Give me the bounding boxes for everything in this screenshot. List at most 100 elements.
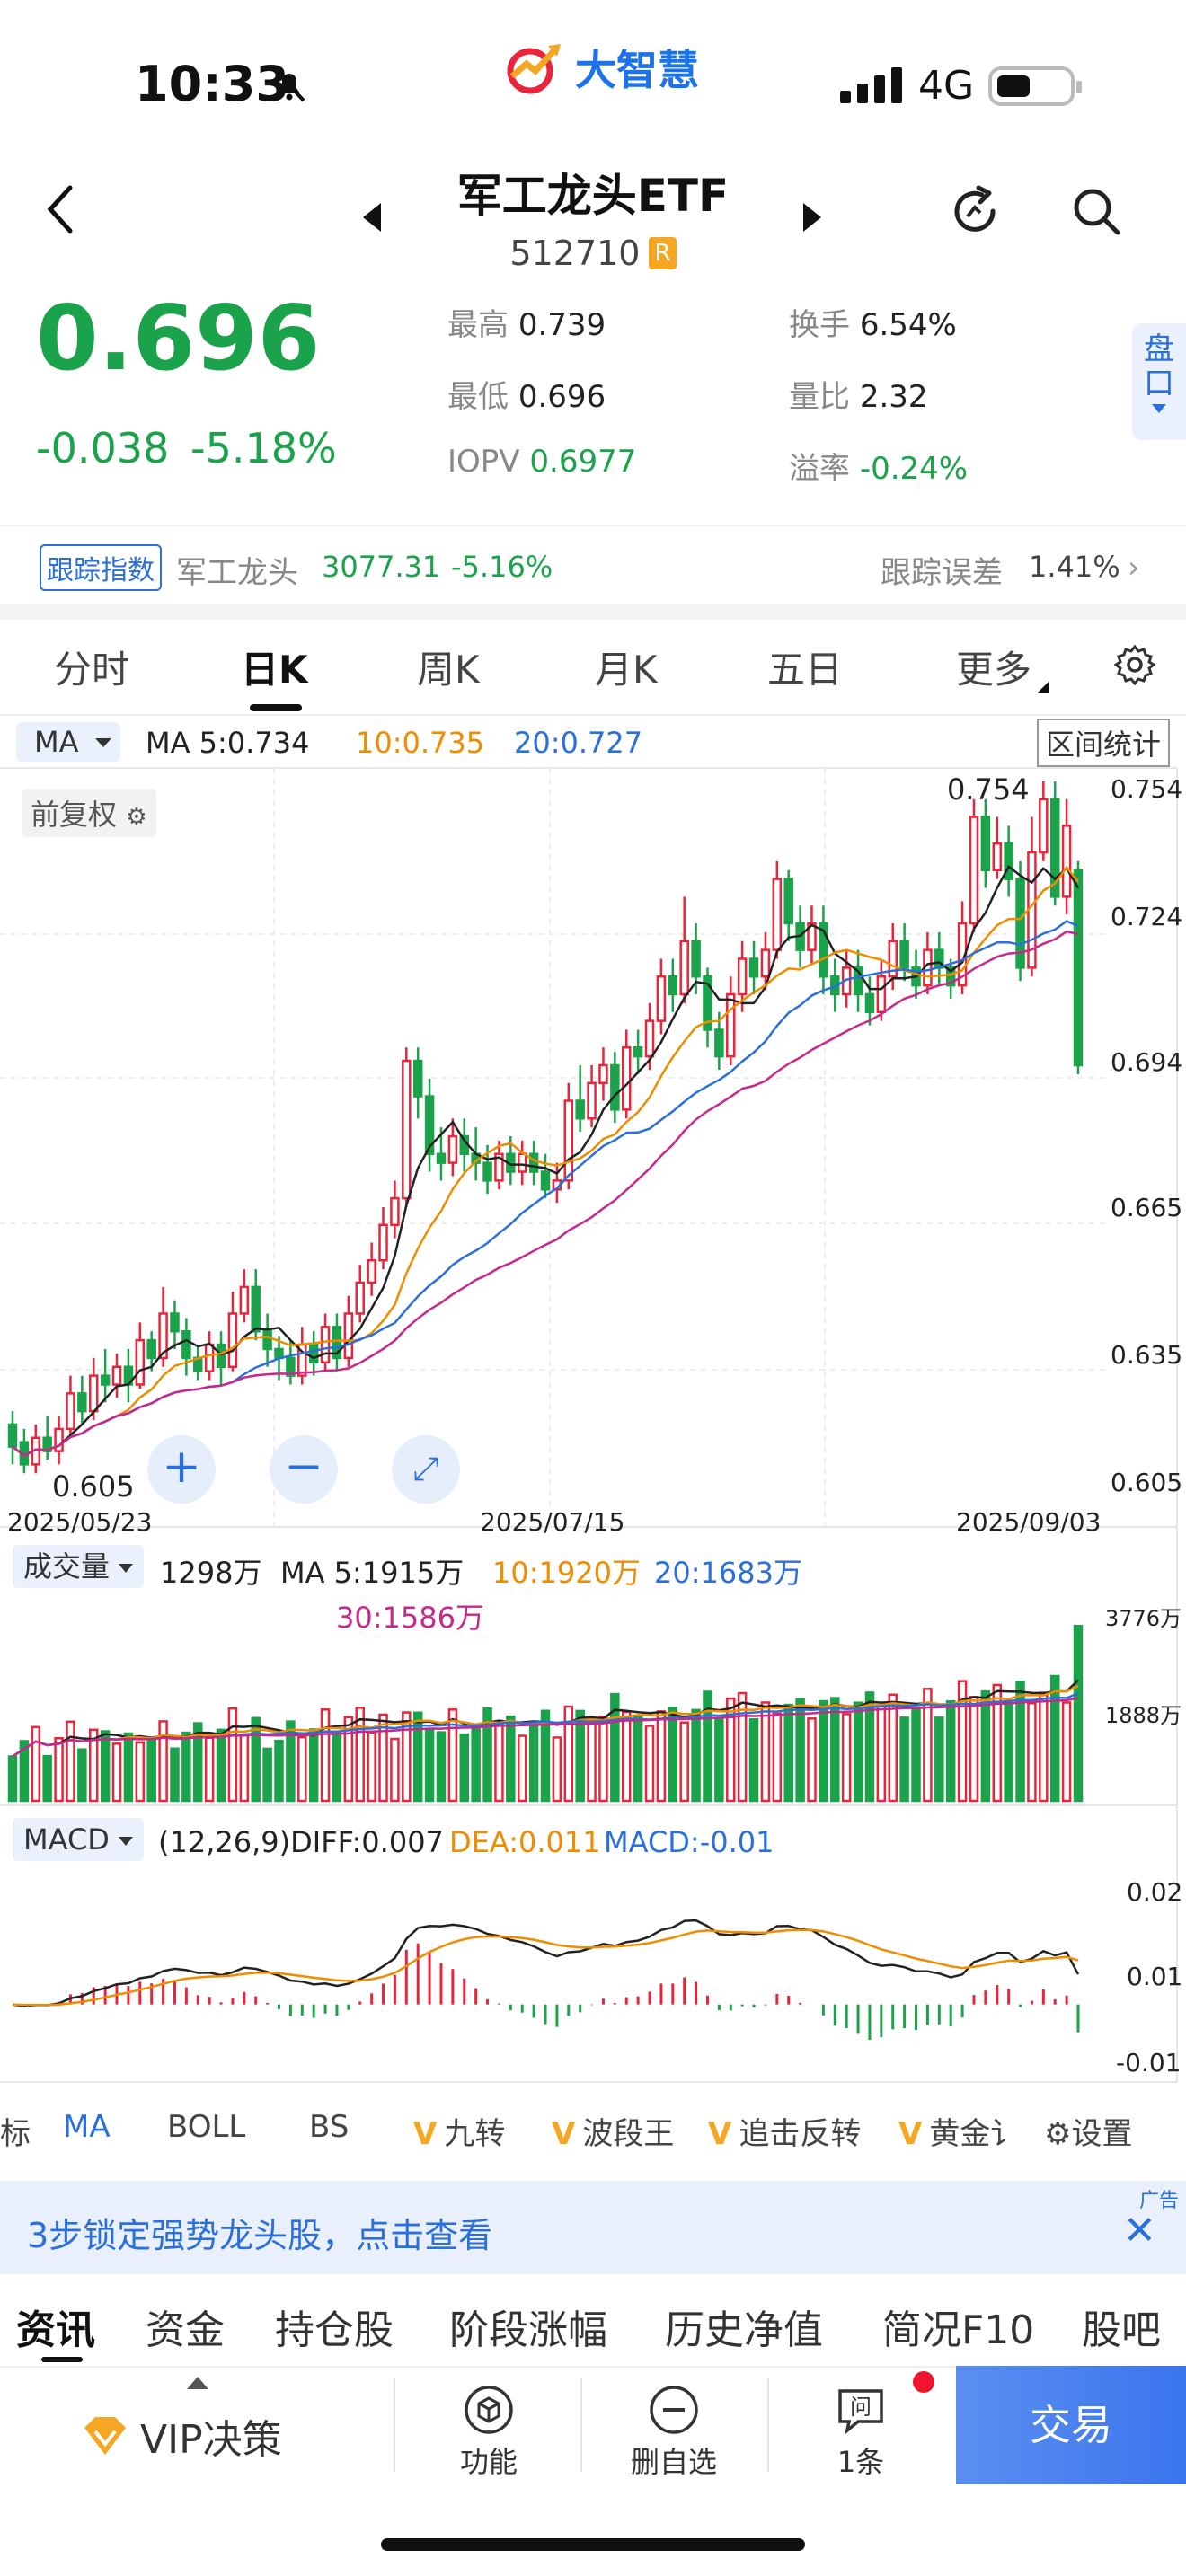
x-date: 2025/07/15 [480,1507,625,1537]
volume-bar [748,1718,759,1803]
stat-volume-ratio: 量比 2.32 [789,379,928,415]
ad-tag: 广告 [1139,2190,1180,2212]
volume-bar [1004,1701,1013,1803]
candle-body [100,1374,111,1386]
volume-bar [146,1736,156,1803]
indicator-tab-boduan[interactable]: V 波段王 [552,2116,675,2152]
tab-five-day[interactable]: 五日 [767,648,844,692]
volume-bar [691,1708,701,1803]
caret-up-icon[interactable] [187,2377,208,2389]
volume-bar [992,1683,1003,1803]
volume-bar [563,1705,574,1803]
candle-body [1061,825,1072,898]
volume-bar [1073,1625,1084,1803]
indicator-tab-zhuiji[interactable]: V 追击反转 [708,2116,862,2152]
volume-bar [482,1707,492,1803]
indicator-settings[interactable]: ⚙设置 [1044,2116,1133,2152]
refresh-icon[interactable] [948,184,1002,242]
content-tab-nav-history[interactable]: 历史净值 [665,2307,823,2353]
volume-bar [980,1689,991,1803]
divider [767,2378,769,2472]
app-logo-text: 大智慧 [575,46,699,94]
ma5-value: MA 5:0.734 [146,726,310,760]
candle-body [332,1326,342,1360]
candle-body [274,1347,284,1360]
adjust-button[interactable]: 前复权 ⚙ [22,789,156,837]
volume-bar [830,1697,840,1803]
candle-body [343,1312,354,1360]
divider [580,2378,582,2472]
indicator-tab-jiuzhuan[interactable]: V 九转 [413,2116,506,2152]
ma-select[interactable]: MA [16,722,120,762]
volume-bar [54,1737,64,1803]
tab-daily-k[interactable]: 日K [241,648,308,692]
volume-bar [42,1754,52,1803]
macd-select[interactable]: MACD [13,1818,145,1861]
delete-watchlist-button[interactable]: 删自选 [611,2384,737,2481]
volume-bar [864,1691,875,1803]
volume-bar [1039,1691,1049,1803]
volume-select[interactable]: 成交量 [13,1545,145,1588]
zoom-in-button[interactable]: + [147,1435,216,1504]
candle-body [158,1312,168,1360]
volume-bar [436,1731,447,1803]
chevron-right-icon[interactable]: › [1128,550,1140,586]
tracking-index-name[interactable]: 军工龙头 [176,555,298,591]
content-tab-news[interactable]: 资讯 [16,2307,95,2353]
search-icon[interactable] [1069,184,1123,242]
macd-params: (12,26,9)DIFF:0.007 [158,1825,444,1859]
indicator-tab-bs[interactable]: BS [309,2109,350,2145]
volume-bar [679,1721,689,1803]
y-tick: 0.694 [1111,1047,1183,1077]
app-logo: 大智慧 [503,38,699,97]
vip-decision-button[interactable]: VIP决策 [81,2407,282,2465]
tab-weekly-k[interactable]: 周K [417,648,480,692]
volume-bar [923,1688,933,1803]
function-button[interactable]: 功能 [426,2384,552,2481]
minus-circle-icon [650,2386,698,2434]
content-tab-funds[interactable]: 资金 [146,2307,225,2353]
volume-bar [88,1728,99,1803]
candle-body [308,1343,319,1364]
trade-button[interactable]: 交易 [956,2366,1186,2484]
indicator-tab-ma[interactable]: MA [63,2109,111,2145]
volume-bar [633,1716,643,1803]
tab-monthly-k[interactable]: 月K [595,648,658,692]
volume-bar [239,1734,250,1803]
tab-more[interactable]: 更多 [956,640,1050,694]
candle-body [111,1365,122,1386]
v-icon: V [708,2116,732,2152]
tracking-error-label[interactable]: 跟踪误差 [881,555,1003,591]
content-tab-holdings[interactable]: 持仓股 [275,2307,394,2353]
indicator-tab-huangjin[interactable]: V 黄金讠 [898,2116,1006,2152]
kline-chart[interactable] [0,714,1186,2088]
fullscreen-icon[interactable]: ⤢ [392,1435,460,1504]
gear-icon[interactable] [1113,644,1156,689]
signal-icon [840,67,905,107]
volume-bar [703,1690,712,1803]
back-icon[interactable] [45,184,75,238]
range-stats-button[interactable]: 区间统计 [1037,719,1171,767]
volume-bar [216,1728,226,1803]
ask-button[interactable]: 问 1条 [798,2384,924,2481]
next-stock-icon[interactable] [803,203,821,232]
content-tab-forum[interactable]: 股吧 [1082,2307,1161,2353]
indicator-tab-boll[interactable]: BOLL [167,2109,246,2145]
volume-bar [378,1713,388,1803]
candle-body [378,1223,388,1262]
close-icon[interactable]: ✕ [1123,2208,1156,2254]
indicator-tab-cut[interactable]: 标 [0,2116,31,2152]
content-tab-f10[interactable]: 简况F10 [882,2307,1035,2353]
ad-banner[interactable] [0,2181,1186,2274]
ad-text[interactable]: 3步锁定强势龙头股，点击查看 [27,2216,493,2255]
zoom-out-button[interactable]: − [270,1435,338,1504]
logo-mark-icon [507,44,561,94]
pankou-tab[interactable]: 盘口 [1132,323,1186,440]
prev-stock-icon[interactable] [363,203,381,232]
section-gap [0,604,1186,620]
candle-body [679,940,689,996]
volume-ma10: 10:1920万 [492,1556,641,1590]
tab-fenshi[interactable]: 分时 [54,648,130,692]
content-tab-stage-gains[interactable]: 阶段涨幅 [449,2307,607,2353]
stat-high: 最高 0.739 [447,307,606,343]
